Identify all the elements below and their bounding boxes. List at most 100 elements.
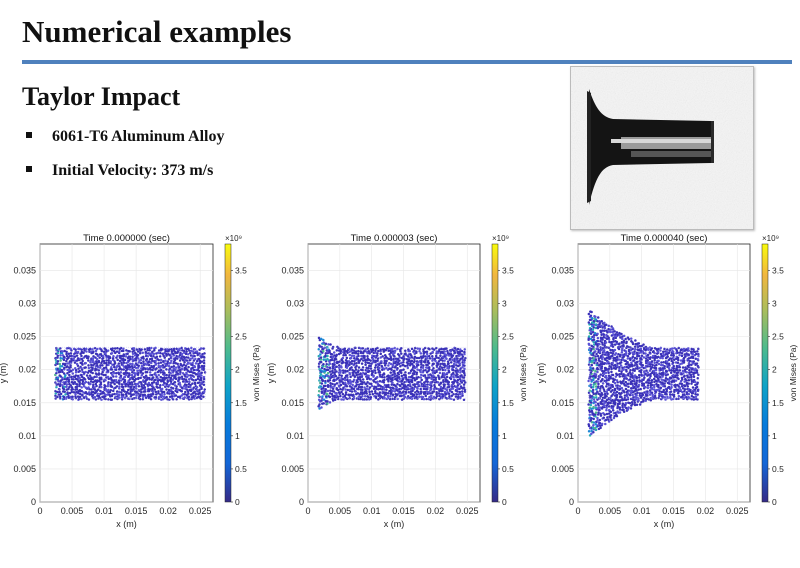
particle-point [107,388,110,392]
particle-point [104,387,108,391]
particle-point [374,395,378,398]
particle-point [126,383,130,387]
particle-point [366,355,369,358]
particle-point [629,346,632,349]
particle-point [192,368,196,372]
particle-point [155,367,158,370]
particle-point [142,379,145,382]
particle-point [685,367,689,371]
particle-point [387,346,391,350]
particle-point [385,359,388,363]
particle-point [197,364,201,368]
particle-point [659,375,662,379]
particle-point [326,389,330,393]
particle-point [687,353,690,356]
particle-point [352,354,356,358]
particle-point [369,348,373,351]
particle-point [661,371,665,374]
particle-point [644,385,647,389]
particle-point [107,381,110,384]
particle-point [99,383,103,386]
particle-point [378,366,381,370]
particle-point [395,378,399,382]
particle-point [92,350,95,353]
particle-point [667,351,671,355]
particle-point [85,350,88,353]
particle-point [391,347,394,351]
particle-point [337,366,341,370]
particle-point [627,345,630,349]
particle-point [687,382,690,385]
particle-point [333,398,337,401]
particle-point [627,406,630,409]
chart-panel-1: 0 0.005 0.01 0.015 0.02 0.02500.0050.010.0150… [0,233,261,529]
particle-point [641,364,645,367]
particle-point [195,385,199,389]
particle-point [93,362,96,366]
particle-point [451,358,454,362]
particle-point [452,362,456,366]
particle-point [627,385,630,388]
particle-point [68,376,71,379]
particle-point [202,359,206,362]
particle-point [133,364,136,367]
particle-point [198,384,202,387]
particle-point [436,362,440,365]
particle-point [463,367,466,370]
particle-point [592,354,595,357]
particle-point [622,410,626,413]
particle-point [691,362,695,365]
particle-point [668,369,671,372]
particle-point [635,381,638,385]
particle-point [361,368,364,372]
particle-point [622,382,626,385]
particle-point [461,355,465,358]
particle-point [609,414,613,417]
particle-point [317,389,321,393]
particle-point [111,356,115,360]
particle-point [609,351,613,354]
particle-point [194,368,198,372]
particle-point [89,382,92,386]
particle-point [317,365,321,368]
particle-point [598,421,602,425]
particle-point [587,312,591,316]
particle-point [694,395,698,398]
particle-point [59,354,62,357]
particle-point [632,378,636,381]
particle-point [592,374,596,378]
particle-point [601,353,604,356]
particle-point [78,380,81,384]
particle-point [192,386,195,390]
particle-point [610,418,613,422]
particle-point [345,356,349,360]
particle-point [200,371,203,375]
particle-point [458,387,461,391]
particle-point [137,392,140,395]
particle-point [634,339,637,342]
particle-point [696,376,700,380]
particle-point [437,392,441,395]
particle-point [682,361,686,364]
particle-point [146,376,149,380]
particle-point [367,349,371,353]
particle-point [675,348,678,351]
particle-point [373,369,377,372]
particle-point [604,418,608,422]
particle-point [653,351,656,355]
particle-point [123,375,127,379]
particle-point [185,383,188,387]
particle-point [380,395,384,399]
particle-point [85,374,89,377]
particle-point [695,369,699,372]
particle-point [67,380,71,383]
particle-point [677,371,680,374]
particle-point [139,361,143,365]
particle-point [346,376,349,379]
particle-point [87,366,91,370]
colorbar-tick-label: 3.5 [502,265,514,275]
particle-point [380,364,384,368]
particle-point [642,378,645,382]
particle-point [446,390,449,394]
particle-point [405,380,408,383]
